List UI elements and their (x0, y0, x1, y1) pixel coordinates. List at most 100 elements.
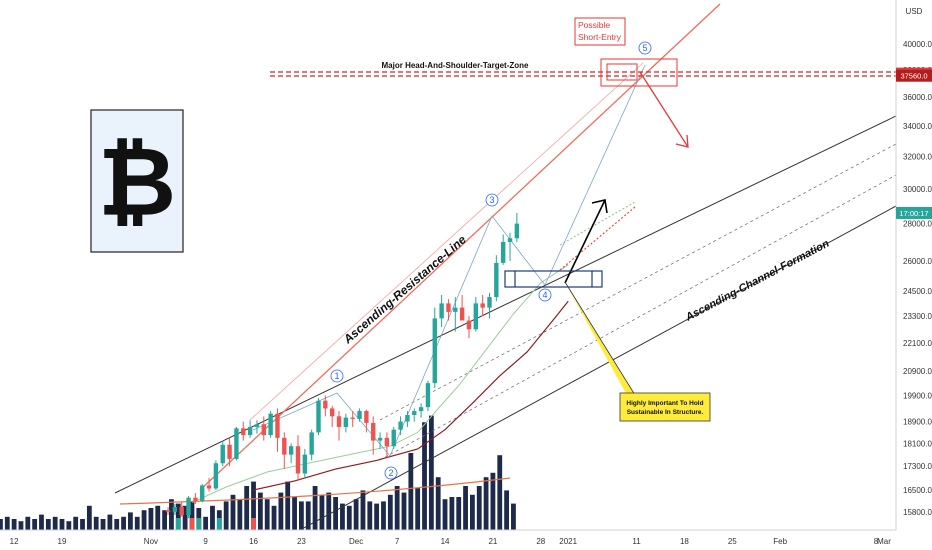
wave-path (252, 64, 646, 457)
volume-bar (312, 486, 318, 530)
volume-bar (18, 521, 24, 530)
time-tick: 14 (441, 537, 450, 546)
candle-body (473, 303, 479, 330)
candle-body (480, 303, 485, 308)
price-tick: 16500.0 (903, 486, 932, 495)
price-tick: 24500.0 (903, 287, 932, 296)
volume-bar (360, 490, 366, 530)
volume-bar (114, 519, 120, 530)
volume-bar (442, 499, 448, 530)
candle-body (466, 320, 472, 330)
volume-bar (93, 516, 99, 530)
volume-bar (435, 477, 441, 530)
time-tick: 21 (488, 537, 497, 546)
price-tag-text: 37560.0 (900, 72, 927, 81)
candle-body (439, 303, 444, 319)
volume-bar (374, 503, 380, 530)
volume-bar (11, 519, 17, 530)
price-tick: 22100.0 (903, 339, 932, 348)
candle-body (288, 446, 294, 455)
time-tick: 16 (249, 537, 258, 546)
candle-body (514, 223, 520, 239)
volume-bar (0, 519, 3, 530)
candle-body (446, 303, 451, 312)
volume-bar (223, 501, 229, 530)
candle-body (459, 307, 465, 321)
volume-bar (333, 497, 338, 530)
wave-label-1: 1 (334, 371, 339, 381)
candle-body (206, 485, 212, 489)
volume-bar (189, 501, 195, 530)
candle-body (220, 444, 225, 464)
volume-bar (264, 499, 270, 530)
volume-bar (346, 505, 352, 530)
wave-label-4: 4 (542, 290, 547, 300)
candle-body (487, 297, 492, 308)
volume-bar-accent (216, 518, 222, 530)
volume-bar-accent (251, 518, 256, 530)
time-tick: Nov (144, 537, 158, 546)
price-axis-bg (896, 0, 932, 550)
time-tick: 7 (395, 537, 400, 546)
volume-bar (244, 486, 250, 530)
volume-bar (148, 508, 154, 530)
volume-bars (0, 415, 516, 530)
volume-bar (299, 501, 304, 530)
wave-label-circle (485, 193, 499, 207)
volume-bar (271, 505, 277, 530)
candle-body (179, 507, 184, 516)
time-tick: Mar (877, 537, 891, 546)
price-tick: 15800.0 (903, 508, 932, 517)
volume-bar (319, 494, 325, 530)
time-tick: 12 (10, 537, 19, 546)
price-tick: 32000.0 (903, 152, 932, 161)
price-tick: 19900.0 (903, 392, 932, 401)
candle-body (453, 307, 458, 312)
volume-bar (428, 415, 434, 530)
price-tag-text: 17:00:17 (899, 209, 928, 218)
price-tick: 18900.0 (903, 418, 932, 427)
candle-body (494, 262, 499, 298)
short-entry-label-box (574, 17, 626, 46)
volume-bar (456, 497, 462, 530)
price-tick: 17300.0 (903, 462, 932, 471)
channel-upper-line (114, 115, 896, 494)
volume-bar (203, 516, 209, 530)
candle-body (364, 411, 369, 423)
channel-label: Ascending-Channel-Formation (683, 237, 832, 324)
wave-label-circle (384, 466, 398, 480)
volume-bar (100, 519, 106, 530)
price-tick: 26000.0 (903, 257, 932, 266)
volume-bar (387, 494, 393, 530)
volume-bar (394, 486, 400, 530)
wave-label-2: 2 (388, 468, 393, 478)
volume-bar (59, 519, 65, 530)
volume-bar (175, 503, 181, 530)
time-tick: 2021 (559, 537, 577, 546)
volume-bar (107, 514, 113, 530)
candle-body (384, 437, 390, 447)
callout-line2: Sustainable In Structure. (627, 409, 704, 416)
volume-bar (251, 481, 256, 530)
candle-body (200, 485, 205, 501)
candle-body (329, 408, 335, 417)
volume-bar (25, 516, 31, 530)
wave-label-3: 3 (489, 195, 494, 205)
candle-body (302, 454, 308, 474)
time-tick: 8 (874, 537, 879, 546)
volume-bar (134, 516, 140, 530)
candle-body (309, 432, 314, 455)
volume-bar (121, 516, 126, 530)
volume-bar (449, 497, 455, 530)
volume-bar (408, 453, 414, 530)
candle-body (268, 413, 273, 436)
bitcoin-logo-icon: ₿ (98, 129, 176, 236)
price-tick: 23300.0 (903, 312, 932, 321)
candle-body (418, 407, 424, 412)
short-entry-box-outer (600, 58, 678, 87)
callout-line1: Highly Important To Hold (626, 400, 703, 407)
volume-bar (169, 499, 174, 530)
volume-bar (230, 494, 236, 530)
